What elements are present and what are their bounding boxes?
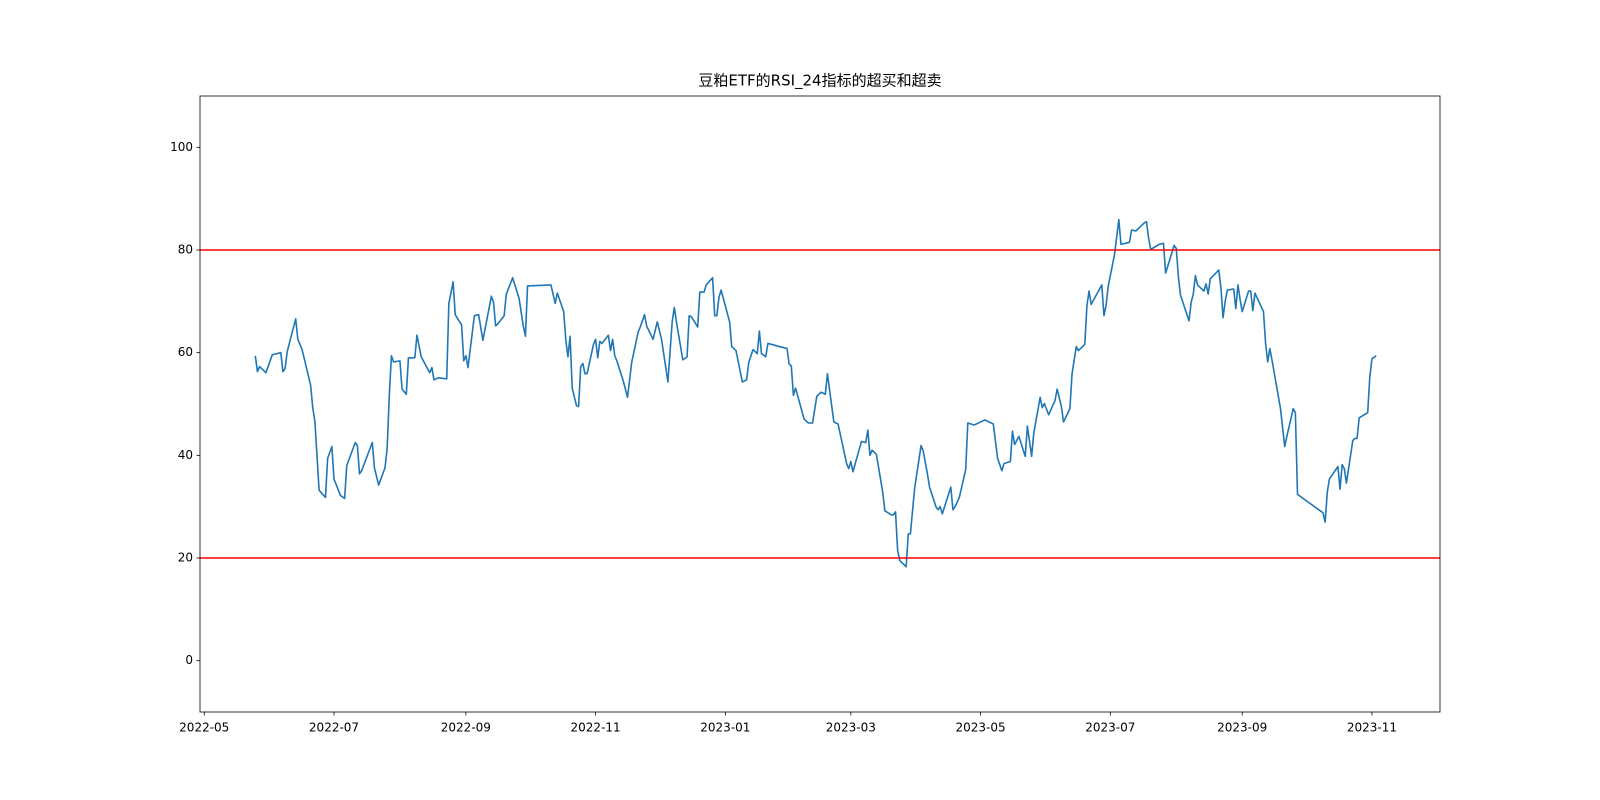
x-tick-label: 2023-09	[1217, 721, 1267, 735]
x-tick-label: 2023-05	[956, 721, 1006, 735]
chart-title: 豆粕ETF的RSI_24指标的超买和超卖	[698, 72, 941, 91]
x-tick-label: 2023-11	[1347, 721, 1397, 735]
x-tick-label: 2022-07	[309, 721, 359, 735]
x-tick-label: 2023-03	[826, 721, 876, 735]
x-tick-label: 2022-09	[441, 721, 491, 735]
y-tick-label: 40	[178, 448, 193, 462]
plot-frame	[199, 95, 1441, 713]
y-tick-label: 0	[185, 653, 193, 667]
y-tick-label: 60	[178, 345, 193, 359]
x-tick-label: 2022-05	[179, 721, 229, 735]
x-tick-label: 2023-07	[1085, 721, 1135, 735]
x-tick-label: 2023-01	[700, 721, 750, 735]
y-tick-label: 100	[170, 140, 193, 154]
rsi-line	[254, 218, 1377, 568]
y-tick-label: 80	[178, 243, 193, 257]
x-tick-label: 2022-11	[571, 721, 621, 735]
y-tick-label: 20	[178, 551, 193, 565]
